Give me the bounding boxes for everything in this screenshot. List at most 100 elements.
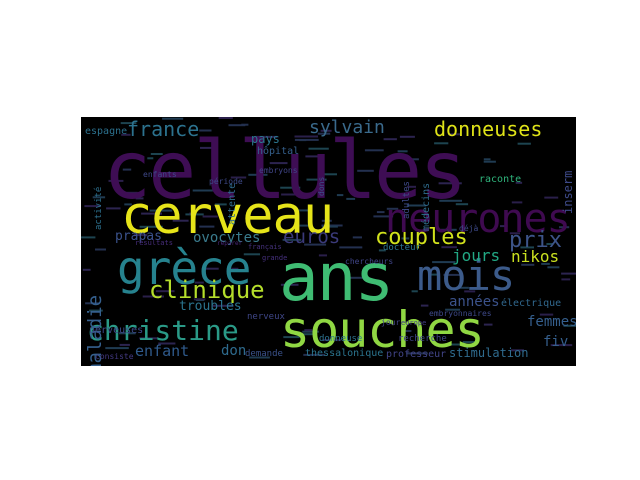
filler-mark — [378, 249, 386, 252]
word-cerveau: cerveau — [121, 186, 334, 246]
filler-mark — [228, 124, 246, 127]
filler-mark — [172, 219, 189, 222]
filler-mark — [280, 186, 301, 189]
word-raconte: raconte — [479, 174, 522, 185]
word-grece: grèce — [117, 241, 251, 295]
word-activite: activité — [94, 186, 104, 230]
filler-mark — [445, 308, 461, 311]
word-chercheurs: chercheurs — [345, 257, 394, 266]
filler-mark — [214, 203, 227, 206]
filler-mark — [139, 337, 158, 340]
filler-mark — [294, 138, 319, 141]
word-espagne: espagne — [85, 126, 128, 137]
filler-mark — [322, 225, 338, 228]
filler-mark — [281, 193, 302, 196]
filler-mark — [283, 336, 300, 339]
filler-mark — [406, 352, 428, 355]
filler-mark — [249, 356, 270, 359]
filler-mark — [200, 146, 212, 149]
filler-mark — [350, 276, 364, 279]
word-adultes: adultes — [402, 181, 412, 219]
filler-mark — [439, 199, 462, 202]
word-troubles: troubles — [179, 299, 242, 314]
word-nerveuses: nerveuses — [89, 325, 144, 336]
filler-mark — [243, 253, 260, 256]
filler-mark — [204, 267, 219, 270]
filler-mark — [544, 196, 559, 199]
filler-mark — [483, 323, 493, 326]
word-enfants: enfants — [143, 170, 177, 179]
filler-mark — [192, 189, 213, 192]
filler-mark — [255, 135, 278, 138]
filler-mark — [511, 349, 524, 352]
word-demande: demande — [245, 349, 283, 359]
filler-mark — [561, 278, 571, 281]
filler-mark — [438, 182, 462, 185]
word-dons: dons — [317, 176, 326, 196]
word-souches: souches — [280, 301, 485, 359]
filler-mark — [448, 133, 462, 136]
filler-mark — [124, 203, 132, 206]
filler-mark — [195, 281, 204, 284]
filler-mark — [373, 215, 394, 218]
filler-mark — [202, 215, 218, 218]
filler-mark — [420, 304, 429, 307]
word-inserm: inserm — [561, 170, 575, 214]
filler-mark — [559, 226, 570, 229]
filler-mark — [401, 330, 412, 332]
filler-mark — [322, 339, 342, 342]
filler-mark — [383, 138, 397, 141]
filler-mark — [248, 173, 268, 176]
filler-mark — [357, 340, 364, 343]
word-prapas: prapas — [115, 229, 162, 244]
filler-mark — [193, 298, 206, 301]
word-fiv: fiv — [543, 334, 569, 350]
filler-mark — [218, 117, 233, 119]
word-grande: grande — [262, 254, 288, 262]
filler-mark — [401, 237, 410, 240]
filler-mark — [120, 122, 137, 125]
filler-mark — [386, 207, 399, 210]
word-embryons: embryons — [259, 166, 298, 175]
word-stimulation: stimulation — [449, 346, 529, 360]
filler-mark — [299, 224, 311, 227]
filler-mark — [319, 173, 337, 176]
filler-mark — [521, 263, 535, 266]
word-jour: jour — [381, 318, 401, 327]
word-france: france — [127, 117, 200, 141]
filler-mark — [446, 343, 461, 346]
filler-mark — [304, 243, 327, 246]
filler-mark — [304, 329, 313, 332]
filler-mark — [339, 246, 363, 249]
word-cellules: cellules — [103, 124, 467, 217]
word-deja: déjà — [459, 224, 479, 233]
word-reparer: réparer — [217, 240, 243, 247]
filler-mark — [321, 224, 343, 227]
filler-mark — [294, 135, 318, 138]
filler-mark — [459, 286, 469, 289]
filler-mark — [89, 309, 103, 312]
word-mois: mois — [417, 251, 515, 300]
filler-mark — [464, 290, 476, 293]
word-clinique: clinique — [149, 276, 265, 304]
word-neurones: neurones — [385, 196, 571, 242]
filler-mark — [133, 234, 148, 237]
filler-mark — [406, 204, 427, 207]
word-periode: période — [209, 177, 243, 186]
filler-mark — [139, 225, 163, 228]
word-francais: français — [248, 243, 282, 251]
filler-mark — [95, 248, 106, 251]
filler-mark — [432, 195, 440, 198]
filler-mark — [547, 266, 560, 269]
filler-mark — [541, 262, 550, 265]
word-electrique: électrique — [501, 298, 562, 309]
word-embryonnaires: embryonnaires — [429, 309, 492, 318]
filler-mark — [376, 211, 385, 214]
filler-mark — [509, 232, 520, 235]
filler-mark — [483, 158, 491, 161]
filler-mark — [346, 197, 356, 200]
filler-mark — [561, 272, 576, 275]
word-consiste: consiste — [95, 352, 134, 361]
filler-mark — [336, 194, 344, 197]
filler-mark — [147, 157, 154, 160]
